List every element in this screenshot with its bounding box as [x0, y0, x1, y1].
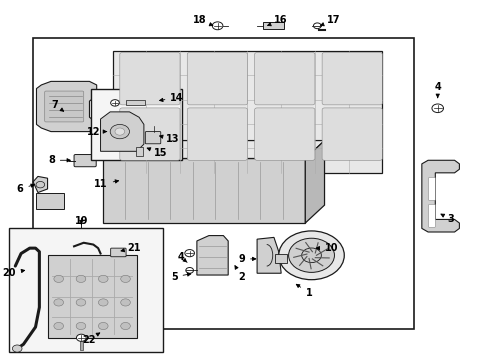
- Circle shape: [76, 299, 85, 306]
- Circle shape: [313, 23, 321, 29]
- Text: 2: 2: [234, 266, 244, 282]
- Text: 6: 6: [17, 184, 34, 194]
- Bar: [9, 228, 163, 352]
- FancyBboxPatch shape: [120, 53, 180, 105]
- Polygon shape: [305, 140, 324, 223]
- Circle shape: [54, 323, 63, 330]
- Text: 13: 13: [159, 134, 179, 144]
- Bar: [126, 100, 145, 105]
- Circle shape: [121, 299, 130, 306]
- Text: 7: 7: [51, 100, 63, 111]
- Polygon shape: [197, 235, 228, 275]
- FancyBboxPatch shape: [322, 53, 382, 105]
- FancyBboxPatch shape: [187, 108, 247, 160]
- Circle shape: [54, 275, 63, 283]
- Bar: [263, 22, 284, 30]
- Circle shape: [98, 275, 108, 283]
- Text: 11: 11: [94, 179, 119, 189]
- Text: 21: 21: [121, 243, 140, 253]
- Circle shape: [121, 323, 130, 330]
- Text: 5: 5: [170, 272, 190, 282]
- Text: 4: 4: [177, 252, 187, 262]
- Text: 8: 8: [48, 155, 70, 165]
- FancyBboxPatch shape: [74, 154, 96, 167]
- Circle shape: [212, 22, 223, 30]
- Text: 17: 17: [320, 15, 340, 26]
- FancyBboxPatch shape: [427, 177, 434, 201]
- FancyBboxPatch shape: [254, 108, 314, 160]
- FancyBboxPatch shape: [187, 53, 247, 105]
- FancyBboxPatch shape: [254, 53, 314, 105]
- Bar: [275, 254, 287, 263]
- Polygon shape: [103, 140, 324, 158]
- Circle shape: [98, 299, 108, 306]
- Circle shape: [185, 267, 193, 273]
- FancyBboxPatch shape: [145, 132, 161, 144]
- FancyBboxPatch shape: [110, 248, 126, 257]
- FancyBboxPatch shape: [322, 108, 382, 160]
- Bar: [47, 255, 136, 338]
- FancyBboxPatch shape: [427, 204, 434, 227]
- Text: 20: 20: [3, 268, 24, 278]
- Bar: [103, 158, 305, 223]
- Circle shape: [36, 181, 44, 188]
- Circle shape: [12, 345, 22, 352]
- Text: 12: 12: [87, 127, 106, 136]
- FancyBboxPatch shape: [120, 108, 180, 160]
- Text: 18: 18: [192, 15, 212, 26]
- Text: 10: 10: [316, 243, 337, 253]
- Text: 4: 4: [433, 82, 440, 98]
- Text: 3: 3: [440, 214, 453, 224]
- Circle shape: [76, 334, 86, 341]
- Circle shape: [184, 249, 194, 257]
- Bar: [112, 51, 382, 173]
- Circle shape: [115, 128, 124, 135]
- Polygon shape: [421, 160, 458, 232]
- Text: 16: 16: [267, 15, 287, 26]
- Polygon shape: [101, 112, 143, 151]
- Bar: [136, 147, 142, 156]
- Circle shape: [110, 125, 129, 139]
- Circle shape: [98, 323, 108, 330]
- Circle shape: [76, 275, 85, 283]
- FancyBboxPatch shape: [44, 91, 83, 122]
- Polygon shape: [257, 237, 281, 273]
- Circle shape: [121, 275, 130, 283]
- Text: 22: 22: [82, 333, 100, 345]
- Text: 1: 1: [296, 284, 312, 298]
- Text: 19: 19: [74, 216, 88, 226]
- Circle shape: [76, 323, 85, 330]
- Circle shape: [431, 104, 443, 113]
- Circle shape: [54, 299, 63, 306]
- Bar: [33, 39, 413, 329]
- Polygon shape: [33, 176, 47, 193]
- Circle shape: [301, 248, 321, 263]
- Circle shape: [110, 100, 119, 106]
- Text: 15: 15: [147, 148, 167, 158]
- Circle shape: [278, 231, 344, 280]
- Bar: [80, 338, 82, 350]
- Polygon shape: [37, 81, 97, 132]
- Bar: [36, 193, 64, 209]
- Bar: [91, 89, 182, 160]
- Text: 9: 9: [238, 254, 255, 264]
- Text: 14: 14: [159, 93, 183, 103]
- Circle shape: [288, 238, 334, 273]
